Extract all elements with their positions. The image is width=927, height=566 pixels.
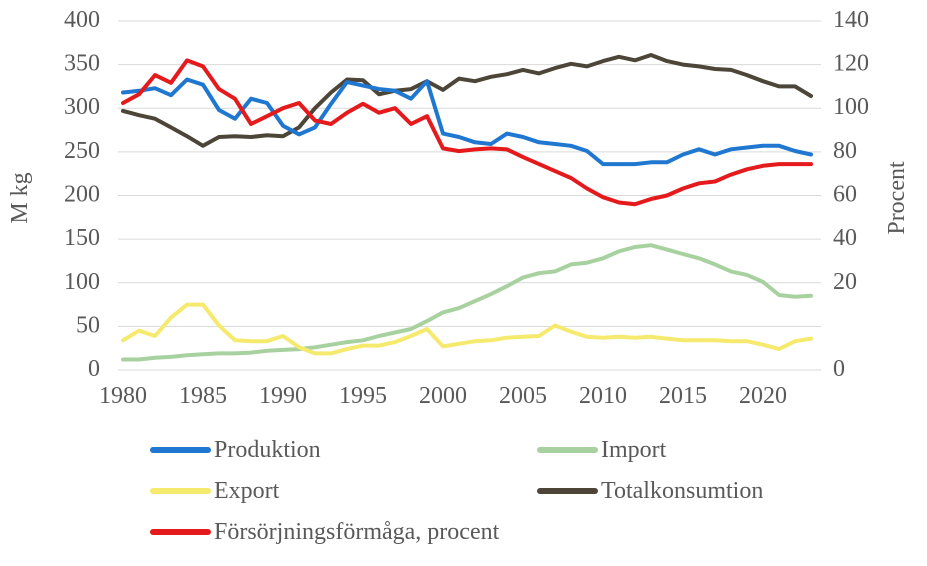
- svg-text:60: 60: [833, 182, 857, 208]
- svg-text:Försörjningsförmåga, procent: Försörjningsförmåga, procent: [214, 519, 500, 545]
- svg-text:1980: 1980: [99, 383, 147, 409]
- svg-text:Produktion: Produktion: [214, 437, 321, 463]
- svg-text:200: 200: [64, 182, 100, 208]
- svg-text:Totalkonsumtion: Totalkonsumtion: [601, 478, 763, 504]
- svg-text:100: 100: [833, 94, 869, 120]
- svg-text:1985: 1985: [179, 383, 227, 409]
- svg-text:120: 120: [833, 51, 869, 77]
- svg-text:50: 50: [76, 312, 100, 338]
- svg-text:2005: 2005: [499, 383, 547, 409]
- svg-text:250: 250: [64, 138, 100, 164]
- svg-text:1990: 1990: [259, 383, 307, 409]
- svg-text:300: 300: [64, 94, 100, 120]
- svg-text:1995: 1995: [339, 383, 387, 409]
- svg-text:20: 20: [833, 269, 857, 295]
- svg-text:140: 140: [833, 7, 869, 33]
- svg-text:0: 0: [88, 356, 100, 382]
- svg-text:2020: 2020: [739, 383, 787, 409]
- svg-text:350: 350: [64, 51, 100, 77]
- svg-text:2015: 2015: [659, 383, 707, 409]
- svg-text:2000: 2000: [419, 383, 467, 409]
- svg-text:Export: Export: [214, 478, 280, 504]
- svg-text:40: 40: [833, 225, 857, 251]
- svg-text:0: 0: [833, 356, 845, 382]
- svg-text:80: 80: [833, 138, 857, 164]
- svg-text:Procent: Procent: [884, 161, 910, 235]
- svg-text:400: 400: [64, 7, 100, 33]
- svg-text:M kg: M kg: [7, 172, 33, 223]
- svg-text:2010: 2010: [579, 383, 627, 409]
- svg-text:150: 150: [64, 225, 100, 251]
- svg-text:100: 100: [64, 269, 100, 295]
- svg-text:Import: Import: [601, 437, 667, 463]
